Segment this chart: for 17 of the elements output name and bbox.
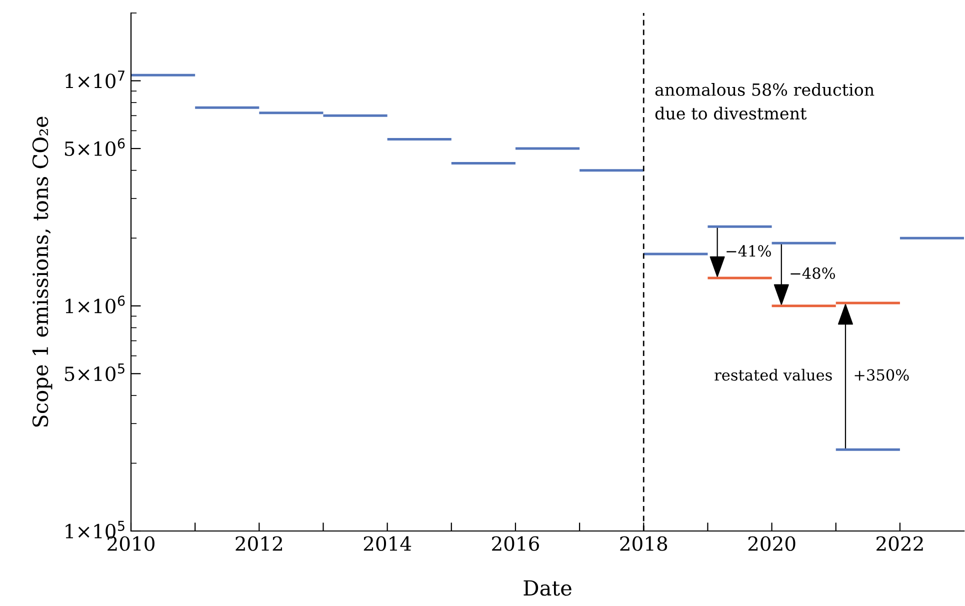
y-tick-label: 1×10$^{7}$ bbox=[66, 70, 124, 88]
x-tick-label: 2016 bbox=[492, 536, 539, 551]
y-tick-label: 5×10$^{5}$ bbox=[64, 364, 124, 382]
x-tick-label: 2018 bbox=[620, 536, 668, 551]
annotation: restated values bbox=[714, 368, 832, 381]
y-tick-label: 1×10$^{6}$ bbox=[66, 296, 125, 314]
x-tick-label: 2020 bbox=[748, 536, 796, 551]
annotation: −41% bbox=[726, 245, 771, 257]
x-tick-label: 2014 bbox=[364, 536, 412, 551]
y-axis-title: Scope 1 emissions, tons CO₂e bbox=[32, 116, 52, 427]
ref-line-label: anomalous 58% reduction due to divestment bbox=[655, 83, 874, 120]
annotation: +350% bbox=[854, 369, 909, 381]
x-axis-title: Date bbox=[524, 580, 572, 596]
x-tick-label: 2022 bbox=[876, 536, 923, 551]
x-tick-label: 2012 bbox=[236, 536, 282, 551]
y-tick-label: 5×10$^{6}$ bbox=[64, 138, 125, 156]
annotation: −48% bbox=[790, 267, 836, 279]
